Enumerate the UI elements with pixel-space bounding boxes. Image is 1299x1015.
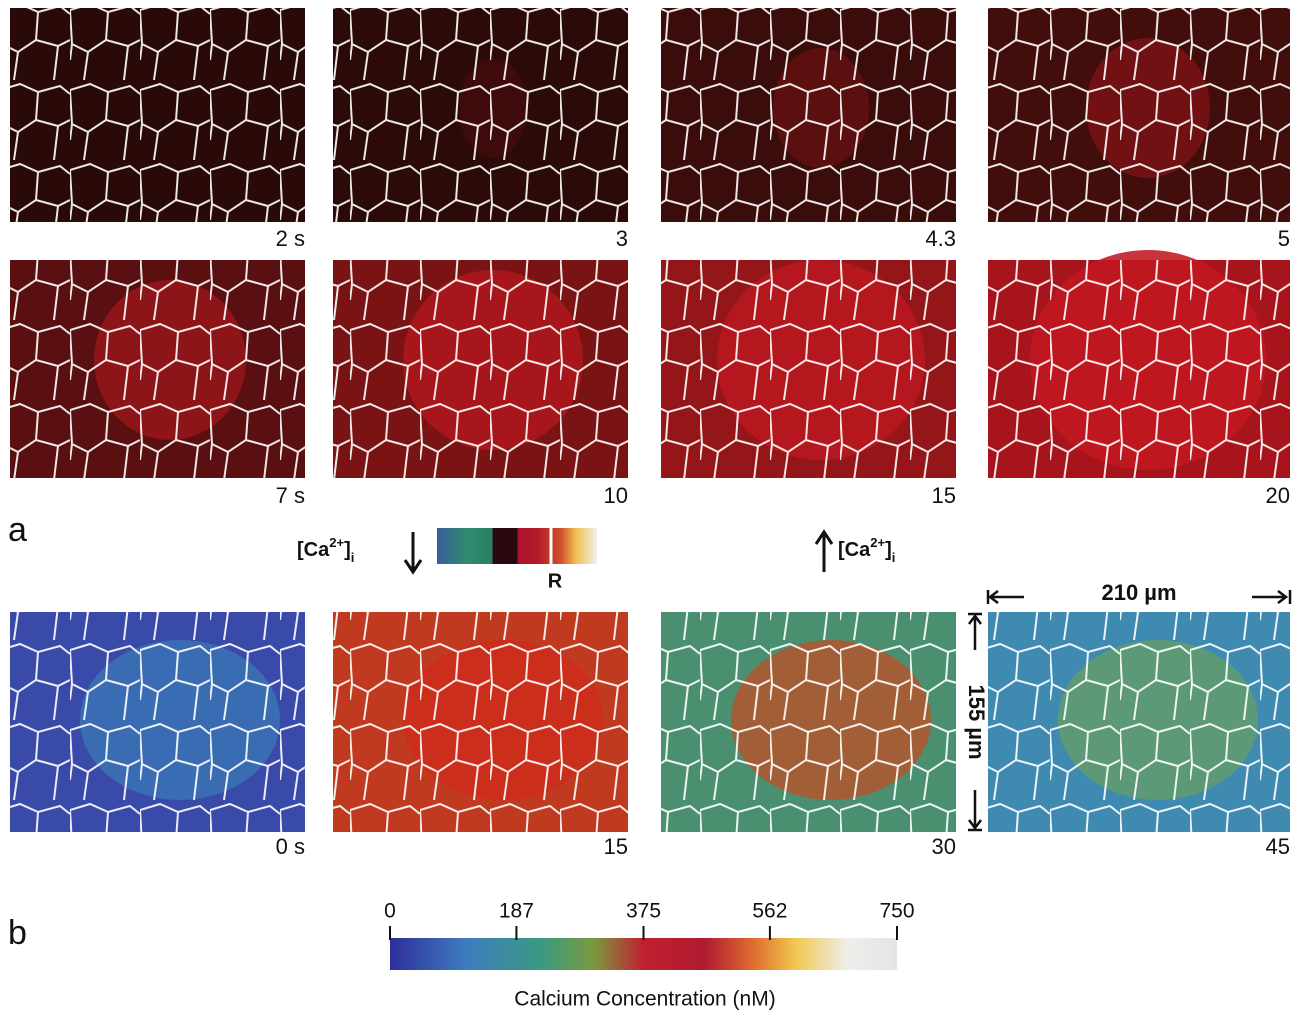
colorbar-tick-label: 375	[626, 900, 661, 923]
ion-charge: 2+	[870, 535, 885, 550]
ion-base: [Ca	[838, 539, 871, 561]
cell-outlines	[10, 260, 305, 478]
ion-bracket: ]	[885, 539, 892, 561]
colorbar-tick-label: 562	[752, 900, 787, 923]
scale-bar	[986, 590, 1292, 604]
ion-bracket: ]	[344, 539, 351, 561]
scale-bar	[968, 612, 982, 832]
arrow-down	[403, 532, 423, 575]
ion-label: [Ca2+]i	[838, 535, 895, 565]
panel-label: b	[8, 914, 27, 952]
reference-label: R	[548, 570, 563, 592]
frame-time: 15	[932, 483, 956, 508]
scale-height: 155 µm	[964, 684, 989, 759]
cell-outlines	[333, 8, 628, 222]
cell-outlines	[661, 612, 956, 832]
colorbar	[390, 938, 897, 970]
ion-base: [Ca	[297, 539, 330, 561]
scale-width: 210 µm	[1101, 580, 1176, 605]
cell-outlines	[988, 260, 1290, 478]
frame-time: 15	[604, 834, 628, 859]
cell-outlines	[988, 8, 1290, 222]
cell-outlines	[661, 8, 956, 222]
frame-time: 5	[1278, 226, 1290, 251]
frame-time: 2 s	[276, 226, 305, 251]
cell-outlines	[333, 612, 628, 832]
ion-subscript: i	[892, 550, 896, 565]
frame-time: 3	[616, 226, 628, 251]
panel-label: a	[8, 511, 27, 549]
colorbar-tick-label: 750	[879, 900, 914, 923]
cell-outlines	[333, 260, 628, 478]
cell-outlines	[661, 260, 956, 478]
cell-outlines	[10, 8, 305, 222]
frame-time: 0 s	[276, 834, 305, 859]
ion-subscript: i	[351, 550, 355, 565]
colorbar-tick-label: 0	[384, 900, 396, 923]
legend-bar	[537, 528, 597, 564]
ion-charge: 2+	[329, 535, 344, 550]
frame-time: 7 s	[276, 483, 305, 508]
cell-outlines	[988, 612, 1290, 832]
colorbar-tick-label: 187	[499, 900, 534, 923]
frame-time: 20	[1266, 483, 1290, 508]
frame-time: 4.3	[925, 226, 956, 251]
ion-label: [Ca2+]i	[297, 535, 354, 565]
cell-outlines	[10, 612, 305, 832]
frame-time: 45	[1266, 834, 1290, 859]
frame-time: 30	[932, 834, 956, 859]
arrow-up	[814, 529, 834, 572]
frame-time: 10	[604, 483, 628, 508]
legend-bar	[437, 528, 537, 564]
colorbar-title: Calcium Concentration (nM)	[514, 988, 775, 1011]
